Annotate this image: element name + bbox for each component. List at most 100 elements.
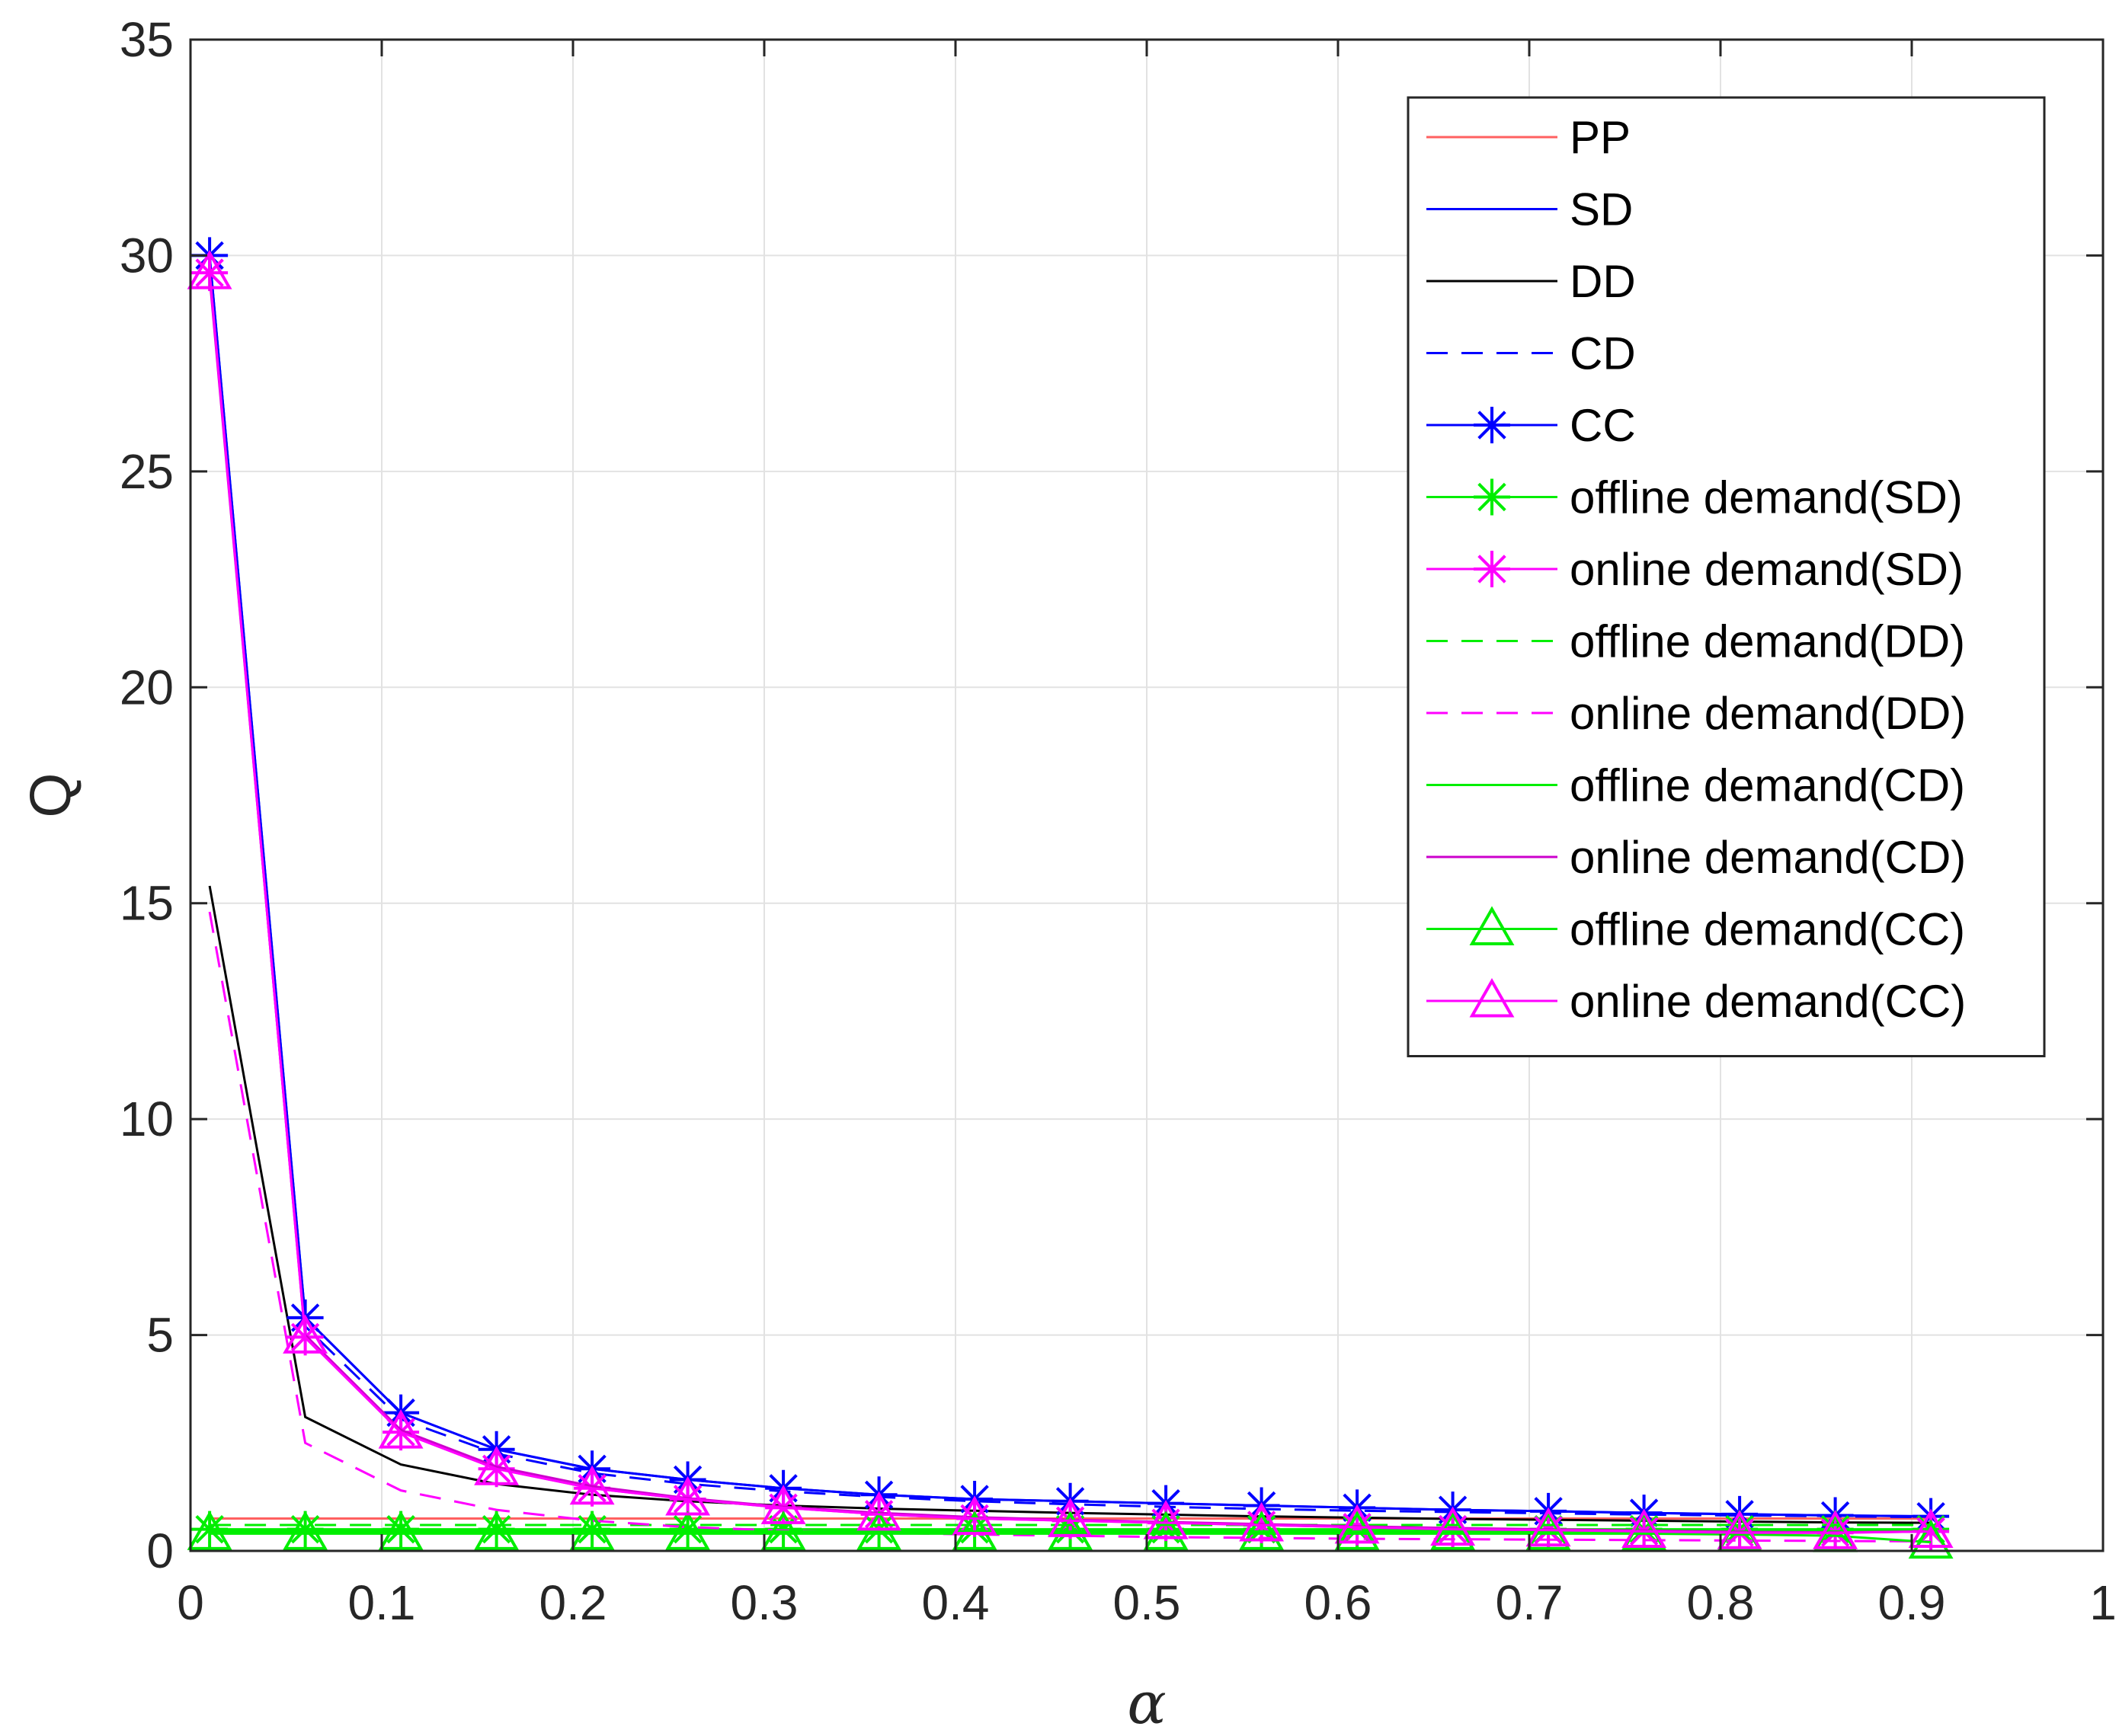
- data-point: [1048, 1498, 1093, 1537]
- y-tick-label: 20: [120, 660, 174, 715]
- legend-marker: [1474, 551, 1510, 587]
- x-tick-label: 0.2: [539, 1575, 607, 1630]
- legend-marker: [1469, 977, 1515, 1018]
- data-point: [665, 1511, 711, 1550]
- legend-item: CD: [1426, 328, 1636, 379]
- legend-label: offline demand(CD): [1570, 760, 1965, 811]
- y-axis-label: Q: [18, 772, 83, 817]
- data-point: [1908, 1519, 1954, 1559]
- data-point: [187, 250, 232, 289]
- series-8: [208, 911, 1932, 1543]
- x-tick-label: 0.8: [1687, 1575, 1755, 1630]
- data-point: [1143, 1511, 1189, 1550]
- legend-item: SD: [1426, 184, 1633, 235]
- legend-label: online demand(CC): [1570, 976, 1966, 1027]
- y-tick-label: 5: [146, 1308, 174, 1363]
- legend-item: DD: [1426, 256, 1636, 307]
- legend-item: online demand(CD): [1426, 832, 1966, 883]
- data-point: [952, 1511, 997, 1550]
- legend-marker: [1474, 478, 1510, 516]
- legend-label: online demand(DD): [1570, 688, 1966, 739]
- legend-item: offline demand(SD): [1426, 472, 1963, 523]
- legend-label: PP: [1570, 112, 1631, 163]
- data-point: [474, 1511, 520, 1550]
- y-tick-label: 15: [120, 876, 174, 931]
- data-point: [378, 1511, 424, 1550]
- x-tick-label: 0.7: [1496, 1575, 1564, 1630]
- data-point: [478, 1511, 515, 1548]
- legend: PP SD DD CD CC offline demand(SD) online deman…: [1407, 96, 2046, 1057]
- data-point: [1048, 1511, 1093, 1550]
- legend-marker: [1469, 906, 1515, 945]
- legend-label: online demand(CD): [1570, 832, 1966, 883]
- legend-item: CC: [1426, 400, 1636, 451]
- y-tick-label: 0: [146, 1523, 174, 1578]
- y-tick-label: 35: [120, 12, 174, 67]
- x-tick-label: 0.5: [1113, 1575, 1181, 1630]
- data-point: [1239, 1511, 1285, 1550]
- data-point: [187, 1511, 232, 1550]
- legend-label: offline demand(CC): [1570, 904, 1965, 955]
- x-tick-label: 1: [2089, 1575, 2117, 1630]
- x-tick-label: 0.4: [922, 1575, 990, 1630]
- data-point: [952, 1495, 997, 1535]
- legend-label: DD: [1570, 256, 1636, 307]
- legend-label: CC: [1570, 400, 1636, 451]
- legend-item: online demand(CC): [1426, 976, 1966, 1027]
- data-point: [569, 1511, 615, 1550]
- plot-series: [187, 237, 1954, 1559]
- series-line: [208, 911, 1932, 1543]
- data-point: [856, 1511, 902, 1550]
- data-point: [191, 1511, 229, 1548]
- y-tick-label: 10: [120, 1092, 174, 1146]
- x-tick-label: 0: [177, 1575, 204, 1630]
- data-point: [286, 1511, 324, 1548]
- data-point: [383, 1511, 420, 1548]
- data-point: [1334, 1504, 1380, 1544]
- legend-label: offline demand(SD): [1570, 472, 1963, 523]
- legend-label: CD: [1570, 328, 1636, 379]
- legend-label: online demand(SD): [1570, 544, 1964, 595]
- legend-item: offline demand(CC): [1426, 904, 1965, 955]
- series-12: [187, 250, 1954, 1549]
- series-line: [210, 1532, 1932, 1544]
- data-point: [1621, 1508, 1667, 1548]
- legend-box: [1407, 96, 2046, 1057]
- data-point: [569, 1465, 615, 1505]
- data-point: [1430, 1506, 1476, 1546]
- data-point: [765, 1511, 802, 1548]
- legend-item: online demand(DD): [1426, 688, 1966, 739]
- x-tick-label: 0.9: [1878, 1575, 1946, 1630]
- data-point: [1430, 1511, 1476, 1550]
- data-point: [283, 1314, 328, 1354]
- x-axis-label: α: [1127, 1669, 1166, 1736]
- series-line: [208, 272, 1932, 1534]
- data-point: [474, 1446, 520, 1485]
- y-tick-label: 25: [120, 444, 174, 499]
- legend-label: SD: [1570, 184, 1633, 235]
- data-point: [1908, 1508, 1954, 1548]
- legend-item: PP: [1426, 112, 1631, 163]
- x-tick-label: 0.1: [348, 1575, 416, 1630]
- data-point: [1717, 1510, 1762, 1549]
- data-point: [1143, 1500, 1189, 1539]
- legend-label: offline demand(DD): [1570, 616, 1965, 667]
- y-tick-label: 30: [120, 228, 174, 283]
- data-point: [760, 1485, 806, 1524]
- data-point: [1239, 1501, 1285, 1542]
- data-point: [1813, 1510, 1858, 1549]
- data-point: [1525, 1507, 1571, 1547]
- legend-item: offline demand(DD): [1426, 616, 1965, 667]
- data-point: [760, 1511, 806, 1550]
- x-tick-label: 0.6: [1304, 1575, 1372, 1630]
- data-point: [283, 1511, 328, 1550]
- x-tick-label: 0.3: [731, 1575, 799, 1630]
- data-point: [665, 1475, 711, 1516]
- data-point: [378, 1409, 424, 1449]
- axis-ticks: 0 0.1 0.2 0.3 0.4 0.5 0.6 0.7 0.8 0.9 105101520253…: [120, 12, 2117, 1630]
- legend-item: online demand(SD): [1426, 544, 1964, 595]
- data-point: [856, 1491, 902, 1531]
- legend-item: offline demand(CD): [1426, 760, 1965, 811]
- data-point: [1334, 1511, 1380, 1550]
